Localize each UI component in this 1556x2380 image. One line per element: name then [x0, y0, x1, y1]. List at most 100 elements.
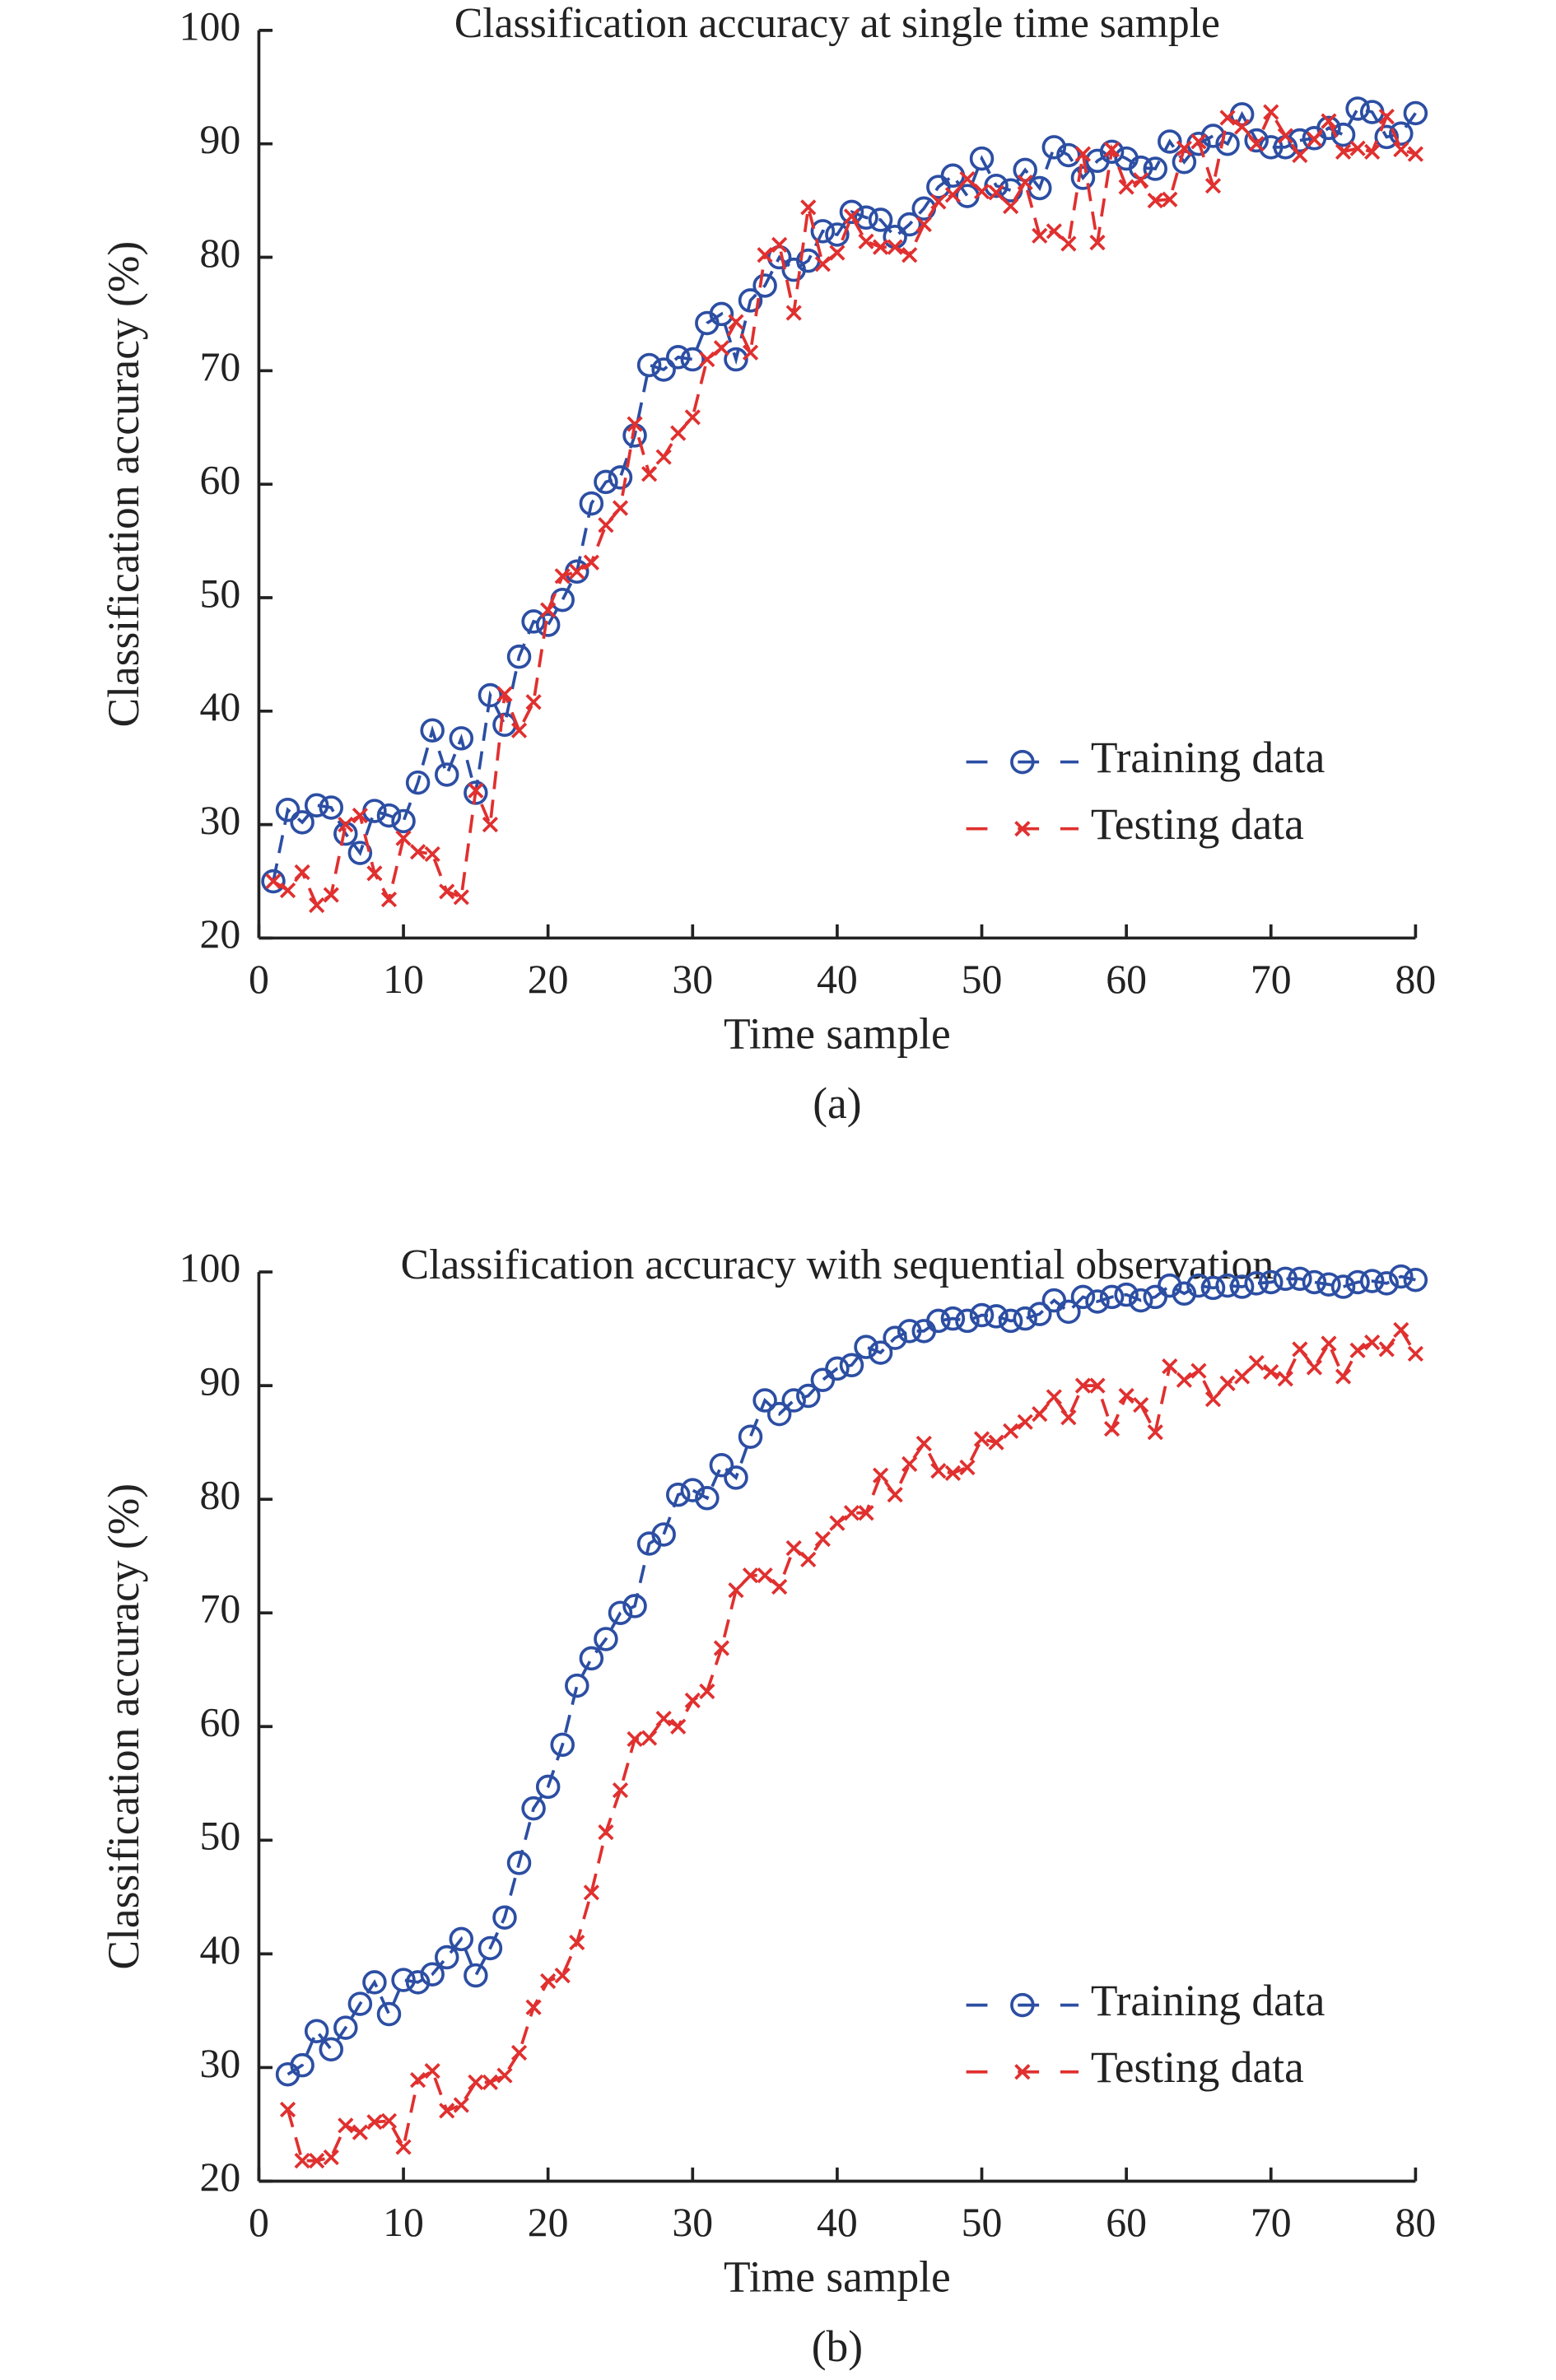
marker — [897, 212, 922, 237]
marker — [680, 347, 706, 372]
marker — [1407, 1345, 1423, 1362]
marker — [1186, 1273, 1211, 1298]
chart-title: Classification accuracy at single time s… — [454, 0, 1220, 47]
x-tick-label: 30 — [672, 2200, 713, 2245]
marker — [294, 864, 310, 881]
marker — [1118, 179, 1134, 195]
marker — [309, 897, 325, 914]
marker — [1017, 1414, 1033, 1430]
marker — [814, 1530, 831, 1548]
x-tick-label: 70 — [1251, 2200, 1292, 2245]
marker — [887, 1487, 903, 1503]
x-tick-label: 50 — [962, 2200, 1003, 2245]
marker — [955, 1308, 980, 1334]
marker — [1389, 1264, 1414, 1289]
marker — [713, 340, 730, 356]
marker — [854, 1334, 878, 1359]
marker — [738, 288, 763, 313]
marker — [915, 216, 932, 233]
y-tick-label: 70 — [200, 1586, 241, 1632]
marker — [279, 882, 296, 899]
marker — [1158, 129, 1182, 154]
marker — [1244, 1271, 1269, 1296]
marker — [510, 2044, 528, 2061]
marker — [796, 1383, 821, 1409]
subplot: Classification accuracy at single time s… — [99, 0, 1436, 1128]
marker — [1099, 1284, 1125, 1310]
subplot: Classification accuracy with sequential … — [99, 1241, 1436, 2371]
marker — [1017, 174, 1033, 191]
marker — [1306, 1359, 1323, 1376]
marker — [449, 1926, 474, 1952]
marker — [1248, 136, 1265, 152]
legend-label: Testing data — [1091, 799, 1304, 849]
marker — [1147, 193, 1163, 209]
marker — [434, 1945, 459, 1970]
marker — [641, 1730, 658, 1746]
marker — [554, 568, 571, 585]
marker — [930, 193, 947, 210]
marker — [868, 207, 893, 232]
marker — [1306, 131, 1323, 147]
marker — [1364, 143, 1381, 160]
marker — [482, 2074, 499, 2090]
marker — [439, 2103, 455, 2119]
marker — [1403, 1267, 1428, 1292]
marker — [1349, 140, 1366, 156]
marker — [1014, 2064, 1031, 2080]
marker — [579, 1646, 604, 1671]
marker — [1273, 1266, 1298, 1292]
marker — [984, 1304, 1009, 1329]
marker — [1292, 147, 1308, 164]
marker — [583, 554, 599, 571]
marker — [506, 644, 532, 669]
marker — [897, 1319, 922, 1344]
marker — [366, 2114, 383, 2131]
marker — [405, 1970, 431, 1995]
marker — [279, 2101, 296, 2118]
marker — [1147, 1424, 1163, 1441]
marker — [304, 2019, 329, 2043]
marker — [988, 1434, 1004, 1451]
marker — [554, 1968, 571, 1984]
marker — [1074, 1377, 1092, 1394]
x-tick-label: 10 — [383, 957, 424, 1002]
marker — [1277, 1371, 1293, 1387]
marker — [915, 1435, 932, 1452]
marker — [1330, 122, 1356, 147]
marker — [347, 1991, 373, 2016]
marker — [988, 184, 1004, 201]
marker — [338, 817, 354, 833]
marker — [1046, 1389, 1062, 1405]
marker — [738, 1424, 763, 1449]
marker — [521, 1795, 546, 1821]
marker — [1200, 1275, 1226, 1301]
marker — [699, 351, 715, 368]
marker — [1263, 1363, 1279, 1381]
marker — [608, 465, 633, 490]
marker — [1335, 1368, 1352, 1385]
marker — [453, 2097, 469, 2113]
marker — [1277, 128, 1293, 144]
marker — [728, 314, 744, 330]
marker — [1321, 113, 1337, 129]
marker — [670, 425, 687, 441]
marker — [651, 1522, 676, 1547]
marker — [1316, 1272, 1341, 1297]
marker — [525, 1999, 542, 2015]
marker — [670, 1718, 687, 1735]
marker — [1374, 1271, 1400, 1296]
y-tick-label: 60 — [200, 458, 241, 503]
marker — [829, 245, 846, 261]
marker — [940, 1306, 966, 1331]
y-tick-label: 60 — [200, 1700, 241, 1745]
marker — [684, 409, 701, 426]
marker — [319, 2037, 343, 2062]
marker — [627, 1730, 643, 1748]
marker — [464, 780, 488, 805]
marker — [858, 1505, 874, 1521]
marker — [468, 782, 484, 799]
marker — [973, 1431, 990, 1447]
x-tick-label: 50 — [962, 957, 1003, 1002]
